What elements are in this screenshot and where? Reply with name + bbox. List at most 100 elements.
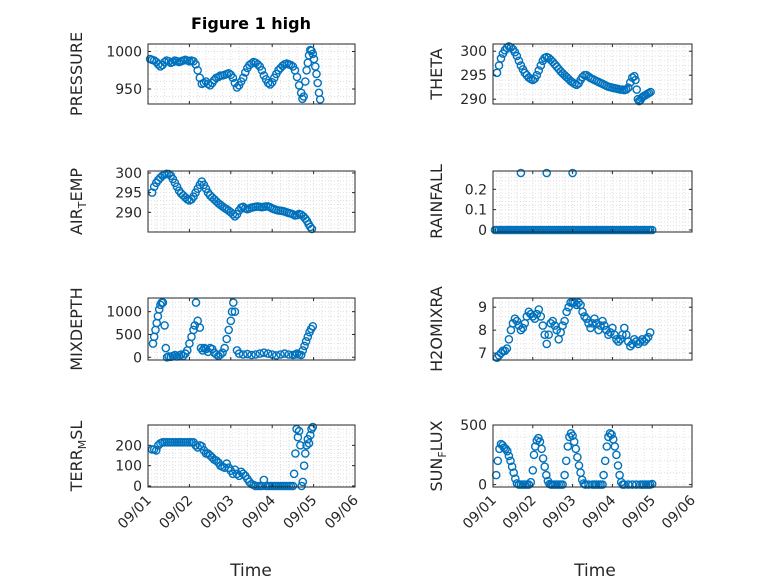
y-tick-label: 295	[115, 186, 142, 202]
data-point	[624, 83, 633, 92]
data-point	[224, 325, 233, 335]
data-point	[193, 66, 202, 75]
y-axis-label: AIRTEMP	[67, 168, 89, 235]
data-point	[536, 312, 546, 321]
data-point	[164, 57, 173, 66]
data-point	[161, 343, 171, 353]
data-point	[500, 346, 510, 356]
data-point	[267, 78, 277, 87]
axes-frame	[147, 170, 356, 233]
data-point	[528, 465, 538, 475]
data-point	[582, 314, 591, 324]
data-point	[631, 75, 640, 85]
data-point	[509, 468, 519, 478]
data-point	[238, 73, 248, 83]
data-point	[294, 81, 304, 90]
data-point	[568, 168, 577, 178]
data-point	[265, 80, 275, 89]
data-point	[300, 77, 310, 86]
data-point	[300, 449, 310, 458]
subplot-mixdepth: 0 500 1000 MIXDEPTH	[67, 287, 356, 371]
data-point	[574, 298, 583, 307]
y-tick-label: 1000	[106, 45, 142, 61]
data-point	[284, 350, 294, 359]
data-point	[540, 462, 550, 472]
y-axis-label: SUNFLUX	[427, 420, 449, 491]
data-point	[645, 328, 655, 337]
data-point	[578, 72, 587, 82]
data-point	[542, 339, 552, 349]
data-point	[506, 456, 515, 466]
data-point	[630, 71, 639, 81]
data-point	[160, 57, 169, 67]
data-point	[234, 349, 244, 358]
data-point	[496, 54, 506, 63]
data-point	[228, 73, 238, 83]
data-point	[614, 337, 623, 346]
data-point	[516, 325, 526, 335]
data-point	[538, 454, 548, 463]
data-point	[232, 469, 242, 479]
data-point	[300, 341, 309, 351]
data-point	[216, 350, 225, 359]
data-point	[228, 209, 238, 219]
data-point	[622, 85, 631, 94]
data-point	[516, 168, 526, 178]
data-point	[512, 316, 522, 326]
plot-area	[493, 425, 692, 487]
y-tick-label: 0	[133, 350, 142, 366]
data-point	[616, 334, 625, 344]
data-point	[502, 446, 512, 456]
data-point	[253, 60, 263, 69]
data-point	[540, 330, 550, 340]
y-axis-label: MIXDEPTH	[67, 287, 86, 370]
data-point	[195, 323, 205, 332]
data-point	[211, 456, 221, 465]
data-point	[312, 69, 321, 79]
data-point	[563, 442, 573, 451]
data-point	[643, 332, 653, 342]
data-point	[604, 330, 613, 340]
data-point	[512, 51, 522, 61]
data-point	[191, 298, 201, 307]
data-point	[305, 430, 315, 440]
data-point	[255, 349, 265, 358]
data-point	[507, 462, 517, 472]
data-point	[548, 316, 558, 326]
data-point	[251, 350, 260, 359]
data-point	[600, 321, 609, 330]
y-tick-label: 1000	[106, 305, 142, 321]
y-tick-label: 0.1	[465, 203, 487, 219]
data-point	[626, 78, 635, 87]
data-point	[196, 343, 206, 353]
data-point	[607, 430, 616, 439]
data-point	[238, 469, 248, 479]
axes-frame	[492, 170, 693, 233]
data-point	[278, 61, 287, 71]
data-point	[218, 348, 227, 358]
data-point	[610, 330, 619, 340]
data-point	[628, 480, 637, 489]
x-axis-label-right: Time	[573, 561, 616, 581]
data-point	[315, 95, 325, 104]
y-tick-label: 295	[460, 68, 487, 84]
data-point	[299, 92, 309, 101]
figure-title: Figure 1 high	[191, 14, 311, 33]
data-point	[584, 480, 593, 489]
data-point	[222, 459, 231, 468]
y-tick-label: 0	[478, 478, 487, 494]
data-point	[280, 349, 289, 358]
data-point	[276, 350, 285, 359]
plot-area	[148, 425, 355, 487]
data-point	[598, 316, 607, 326]
data-point	[537, 444, 546, 454]
data-point	[240, 68, 250, 77]
data-point	[197, 441, 207, 451]
data-point	[308, 321, 318, 331]
data-point	[228, 298, 238, 307]
data-point	[538, 321, 548, 330]
y-tick-label: 950	[115, 82, 142, 98]
data-point	[598, 480, 607, 489]
axes-frame	[147, 424, 356, 488]
